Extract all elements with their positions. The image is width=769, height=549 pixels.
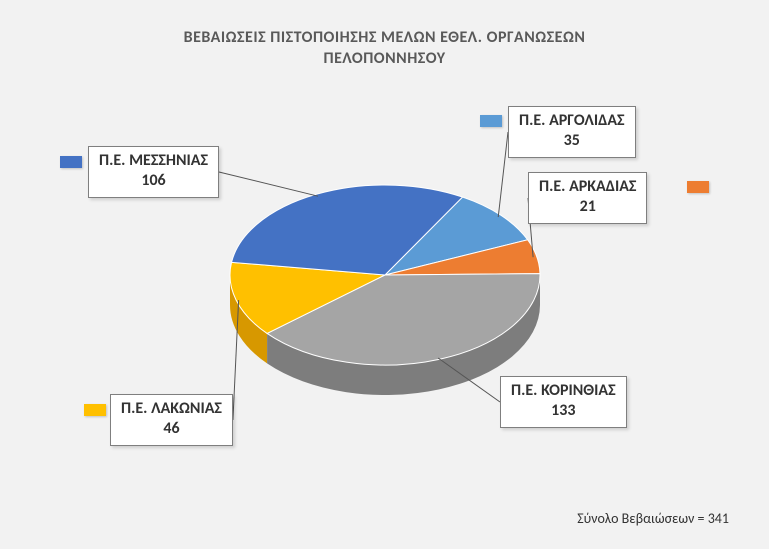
data-label-argolidas: Π.Ε. ΑΡΓΟΛΙΔΑΣ 35 xyxy=(508,106,636,158)
data-label-messinias: Π.Ε. ΜΕΣΣΗΝΙΑΣ 106 xyxy=(88,146,219,198)
total-prefix: Σύνολο Βεβαιώσεων = xyxy=(577,510,708,527)
slice-value: 46 xyxy=(121,419,222,439)
slice-name: Π.Ε. ΛΑΚΩΝΙΑΣ xyxy=(121,399,222,419)
slice-value: 35 xyxy=(519,131,625,151)
legend-key-arkadias xyxy=(687,181,709,193)
data-label-lakonias: Π.Ε. ΛΑΚΩΝΙΑΣ 46 xyxy=(110,394,233,446)
slice-value: 133 xyxy=(511,401,616,421)
slice-name: Π.Ε. ΜΕΣΣΗΝΙΑΣ xyxy=(99,151,208,171)
leader-lines xyxy=(0,0,769,549)
legend-key-lakonias xyxy=(84,404,106,416)
slice-value: 106 xyxy=(99,171,208,191)
slice-name: Π.Ε. ΑΡΓΟΛΙΔΑΣ xyxy=(519,111,625,131)
total-value: 341 xyxy=(708,510,729,527)
data-label-korinthias: Π.Ε. ΚΟΡΙΝΘΙΑΣ 133 xyxy=(500,376,627,428)
legend-key-argolidas xyxy=(480,115,502,127)
legend-key-messinias xyxy=(60,156,82,168)
slice-name: Π.Ε. ΑΡΚΑΔΙΑΣ xyxy=(539,177,636,197)
slice-name: Π.Ε. ΚΟΡΙΝΘΙΑΣ xyxy=(511,381,616,401)
chart-container: ΒΕΒΑΙΩΣΕΙΣ ΠΙΣΤΟΠΟΙΗΣΗΣ ΜΕΛΩΝ ΕΘΕΛ. ΟΡΓΑ… xyxy=(0,0,769,549)
total-footer: Σύνολο Βεβαιώσεων = 341 xyxy=(577,510,729,527)
data-label-arkadias: Π.Ε. ΑΡΚΑΔΙΑΣ 21 xyxy=(528,172,647,224)
slice-value: 21 xyxy=(539,197,636,217)
